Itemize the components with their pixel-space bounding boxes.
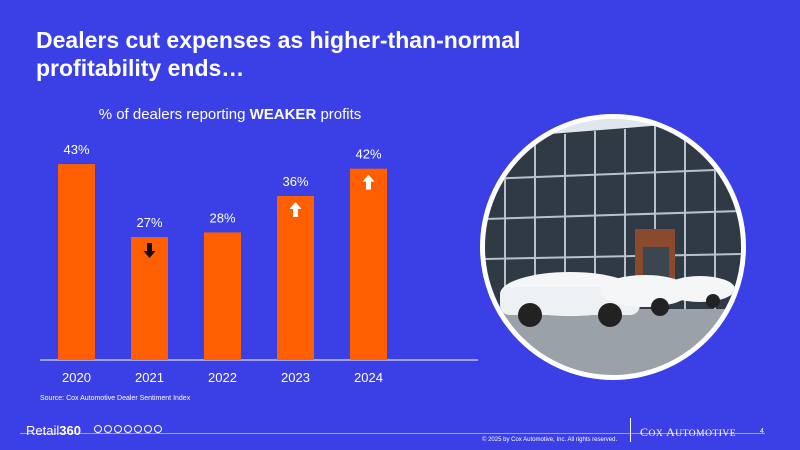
x-tick-label: 2023 [281, 370, 310, 385]
data-label: 28% [209, 210, 235, 225]
arrow-down-icon [143, 243, 156, 258]
subtitle-suffix: profits [316, 106, 362, 123]
slide-title: Dealers cut expenses as higher-than-norm… [36, 27, 521, 81]
chart-subtitle: % of dealers reporting WEAKER profits [0, 106, 460, 123]
brand-dot-icon [144, 425, 152, 433]
brand-dot-icon [104, 425, 112, 433]
brand-dot-icon [124, 425, 132, 433]
footer-divider [20, 433, 765, 434]
data-label: 27% [136, 215, 162, 230]
page-number: 4 [760, 428, 764, 435]
logo-divider [630, 418, 631, 442]
bar-2020 [58, 164, 95, 360]
bar-2022 [204, 232, 241, 360]
x-tick-label: 2024 [354, 370, 383, 385]
data-label: 43% [63, 142, 89, 157]
bar-2023 [277, 196, 314, 360]
car-dealership-photo [480, 114, 746, 380]
data-label: 36% [282, 174, 308, 189]
subtitle-prefix: % of dealers reporting [98, 106, 250, 123]
logo-letter: C [640, 425, 649, 439]
subtitle-emphasis: WEAKER [249, 106, 317, 123]
arrow-up-icon [289, 202, 302, 217]
x-tick-label: 2022 [208, 370, 237, 385]
source-note: Source: Cox Automotive Dealer Sentiment … [40, 395, 191, 402]
copyright-text: © 2025 by Cox Automotive, Inc. All right… [482, 437, 618, 443]
brand-icons [94, 425, 162, 433]
brand-dot-icon [154, 425, 162, 433]
logo-letters: OX [648, 429, 667, 439]
logo-letter: A [666, 425, 676, 439]
x-tick-label: 2021 [135, 370, 164, 385]
x-tick-label: 2020 [62, 370, 91, 385]
bar-2024 [350, 168, 387, 360]
brand-dot-icon [94, 425, 102, 433]
brand-dot-icon [114, 425, 122, 433]
brand-number: 360 [59, 423, 81, 438]
data-label: 42% [355, 147, 381, 162]
dealership-illustration [485, 119, 741, 375]
brand-prefix: Retail [26, 423, 60, 438]
retail360-logo: Retail360 [26, 423, 81, 438]
cox-automotive-logo: COX AUTOMOTIVE [640, 425, 736, 440]
logo-letters: UTOMOTIVE [675, 429, 737, 439]
arrow-up-icon [362, 174, 375, 190]
brand-dot-icon [134, 425, 142, 433]
